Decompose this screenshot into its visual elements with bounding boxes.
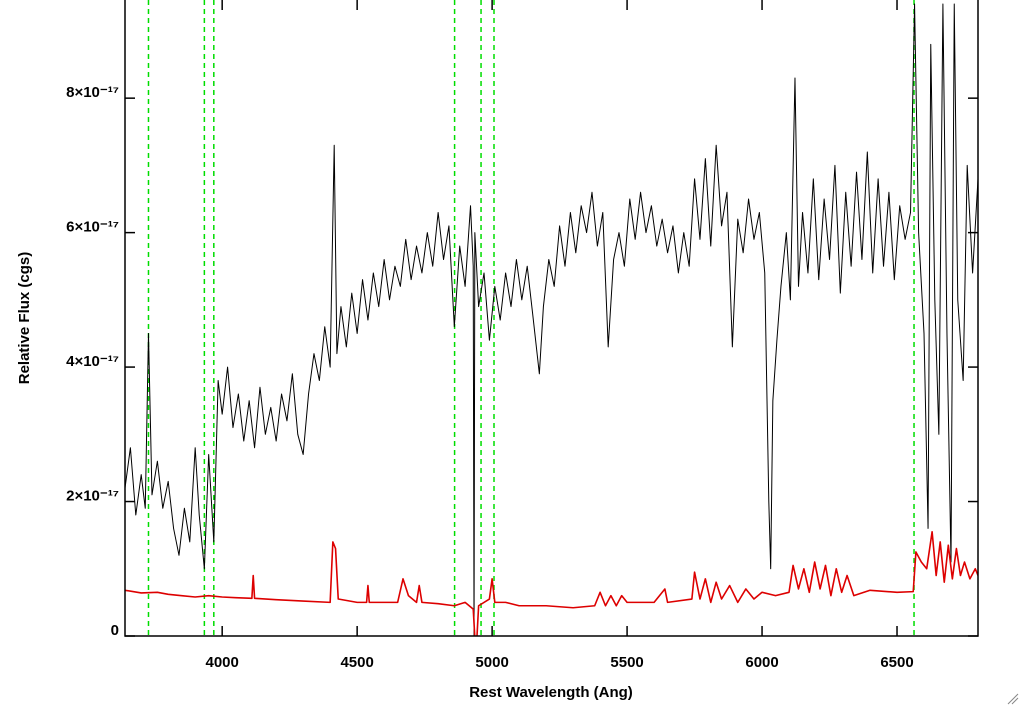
x-tick-label: 6000 — [745, 654, 778, 671]
x-tick-label: 5500 — [610, 654, 643, 671]
resize-grip — [1007, 693, 1019, 705]
plot-area — [125, 0, 978, 636]
x-tick-label: 4000 — [205, 654, 238, 671]
y-tick-label: 6×10⁻¹⁷ — [66, 219, 119, 236]
y-tick-label: 4×10⁻¹⁷ — [66, 353, 119, 370]
y-tick-label: 2×10⁻¹⁷ — [66, 488, 119, 505]
x-tick-label: 6500 — [880, 654, 913, 671]
spectrum-line — [125, 530, 978, 636]
y-tick-label: 8×10⁻¹⁷ — [66, 84, 119, 101]
y-axis-label: Relative Flux (cgs) — [16, 252, 33, 385]
axes: 4000 4500 5000 5500 6000 6500 0 2×10⁻¹⁷ 4×10⁻¹⁷ 6… — [66, 0, 978, 671]
plot-frame — [124, 0, 979, 637]
x-axis-label: Rest Wavelength (Ang) — [469, 684, 633, 701]
y-tick-label: 0 — [111, 622, 119, 639]
spectrum-line — [125, 3, 978, 636]
x-tick-label: 5000 — [475, 654, 508, 671]
x-tick-label: 4500 — [340, 654, 373, 671]
